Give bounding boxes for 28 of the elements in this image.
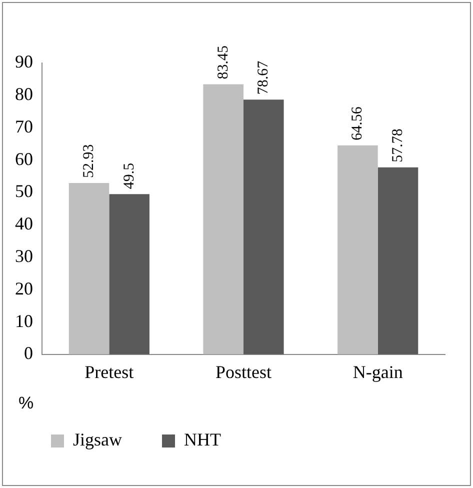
x-tick-label: N-gain <box>352 362 403 382</box>
data-label: 49.5 <box>121 162 138 190</box>
y-tick-label: 10 <box>15 310 33 331</box>
y-axis-title: % <box>18 394 34 413</box>
data-label: 83.45 <box>215 45 232 80</box>
y-tick-label: 80 <box>15 84 33 104</box>
legend-label: NHT <box>184 430 221 450</box>
x-tick-label: Posttest <box>215 362 272 382</box>
y-tick-label: 90 <box>15 52 33 72</box>
legend-label: Jigsaw <box>73 430 122 450</box>
y-tick-label: 50 <box>15 181 33 202</box>
y-tick-label: 30 <box>15 246 33 266</box>
bar <box>244 100 284 354</box>
bar <box>203 84 244 354</box>
data-label: 57.78 <box>390 128 406 162</box>
y-tick-label: 70 <box>15 116 33 136</box>
y-tick-label: 20 <box>15 278 33 298</box>
y-tick-label: 60 <box>15 148 33 169</box>
bar <box>378 167 418 354</box>
data-label: 64.56 <box>350 106 366 140</box>
bar <box>68 183 110 354</box>
bar <box>338 145 378 354</box>
x-tick-label: Pretest <box>84 362 134 382</box>
y-tick-label: 0 <box>24 343 33 364</box>
data-label: 78.67 <box>256 60 272 95</box>
y-tick-label: 40 <box>15 214 33 234</box>
bar <box>109 194 150 354</box>
data-label: 52.93 <box>80 144 97 178</box>
